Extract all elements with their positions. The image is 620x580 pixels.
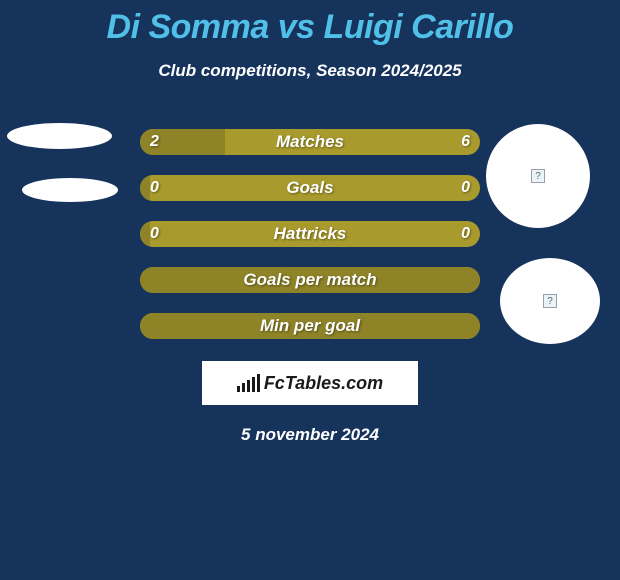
placeholder-icon: ?	[543, 294, 557, 308]
stats-container: 2 Matches 6 0 Goals 0 0 Hattricks 0 Goal…	[140, 129, 480, 339]
stat-row-goals: 0 Goals 0	[140, 175, 480, 201]
stat-value-right: 0	[461, 175, 470, 201]
stat-label: Matches	[140, 129, 480, 155]
stat-value-right: 0	[461, 221, 470, 247]
stat-row-hattricks: 0 Hattricks 0	[140, 221, 480, 247]
stat-row-min-per-goal: Min per goal	[140, 313, 480, 339]
stat-row-matches: 2 Matches 6	[140, 129, 480, 155]
stat-row-goals-per-match: Goals per match	[140, 267, 480, 293]
stat-label: Goals per match	[140, 267, 480, 293]
player-right-avatar-2: ?	[500, 258, 600, 344]
date-label: 5 november 2024	[0, 425, 620, 445]
subtitle: Club competitions, Season 2024/2025	[0, 61, 620, 81]
stat-label: Min per goal	[140, 313, 480, 339]
logo-text: FcTables.com	[264, 373, 383, 394]
player-left-avatar-2	[22, 178, 118, 202]
logo: FcTables.com	[202, 361, 418, 405]
stat-value-right: 6	[461, 129, 470, 155]
logo-chart-icon	[237, 374, 260, 392]
stat-label: Goals	[140, 175, 480, 201]
stat-label: Hattricks	[140, 221, 480, 247]
page-title: Di Somma vs Luigi Carillo	[0, 0, 620, 47]
player-left-avatar-1	[7, 123, 112, 149]
player-right-avatar-1: ?	[486, 124, 590, 228]
placeholder-icon: ?	[531, 169, 545, 183]
